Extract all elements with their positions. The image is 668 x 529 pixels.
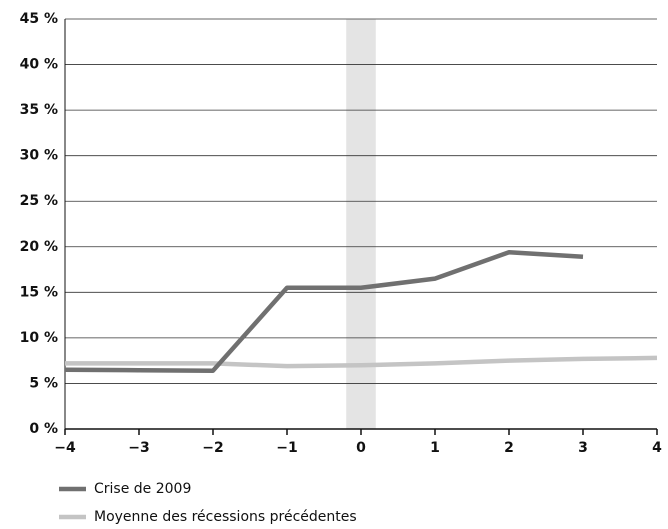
- x-tick-label: −4: [54, 440, 76, 456]
- y-tick-label: 35 %: [20, 102, 58, 118]
- legend-label: Moyenne des récessions précédentes: [94, 509, 357, 525]
- series-line: [64, 249, 584, 373]
- y-tick-label: 45 %: [20, 11, 58, 27]
- y-tick-label: 10 %: [20, 330, 58, 346]
- x-tick-label: 0: [356, 440, 366, 456]
- x-tick-label: 3: [578, 440, 588, 456]
- y-tick-label: 25 %: [20, 193, 58, 209]
- y-tick-label: 40 %: [20, 57, 58, 73]
- x-tick-label: 1: [430, 440, 440, 456]
- x-tick-label: −1: [276, 440, 297, 456]
- y-tick-label: 20 %: [20, 239, 58, 255]
- x-tick-label: 2: [504, 440, 514, 456]
- legend-label: Crise de 2009: [94, 481, 191, 497]
- y-tick-label: 0 %: [29, 421, 58, 437]
- y-tick-label: 15 %: [20, 284, 58, 300]
- x-tick-label: −2: [202, 440, 223, 456]
- x-tick-label: −3: [128, 440, 149, 456]
- x-tick-label: 4: [652, 440, 662, 456]
- shaded-span: [346, 19, 376, 429]
- y-tick-label: 30 %: [20, 148, 58, 164]
- y-tick-label: 5 %: [29, 375, 58, 391]
- series-line: [65, 355, 658, 369]
